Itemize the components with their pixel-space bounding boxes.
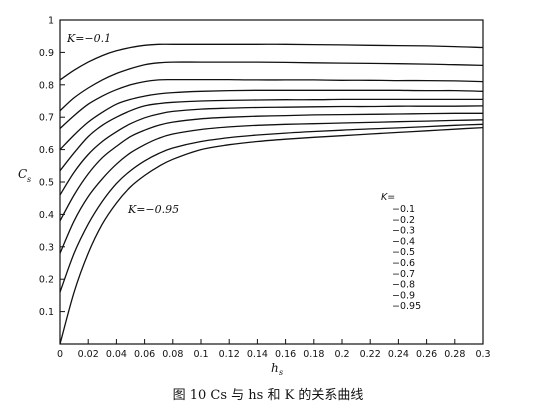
- curve-kminus-03: [59, 78, 484, 129]
- y-tick-label: 0.5: [39, 178, 54, 189]
- legend-item: −0.4: [392, 236, 415, 247]
- curve-kminus-095: [59, 126, 484, 345]
- y-tick-label: 0.7: [39, 113, 54, 124]
- y-axis-label: C: [18, 167, 27, 181]
- legend-item: −0.7: [392, 269, 415, 280]
- x-tick-label: 0.04: [106, 349, 127, 360]
- legend-item: −0.8: [392, 280, 415, 291]
- legend-item: −0.3: [392, 226, 415, 237]
- x-tick-label: 0: [57, 349, 63, 360]
- y-axis-ticks: 0.1 0.2 0.3 0.4 0.5 0.6 0.7 0.8 0.9 1: [39, 16, 65, 318]
- x-tick-label: 0.14: [247, 349, 268, 360]
- curve-kminus-06: [59, 105, 484, 196]
- legend-item: −0.95: [392, 301, 421, 312]
- y-tick-label: 0.8: [39, 80, 54, 91]
- x-tick-label: 0.06: [134, 349, 155, 360]
- y-tick-label: 0.3: [39, 242, 54, 253]
- x-tick-label: 0.24: [388, 349, 409, 360]
- x-tick-label: 0.3: [475, 349, 490, 360]
- legend-item: −0.5: [392, 247, 415, 258]
- x-tick-label: 0.28: [444, 349, 465, 360]
- curve-kminus-09: [59, 123, 484, 293]
- curve-kminus-04: [59, 89, 484, 151]
- curve-kminus-01: [59, 43, 484, 81]
- y-axis-label-sub: s: [27, 175, 31, 184]
- curve-kminus-07: [59, 112, 483, 222]
- x-tick-label: 0.26: [416, 349, 437, 360]
- curve-kminus-08: [59, 119, 484, 254]
- x-tick-label: 0.16: [275, 349, 296, 360]
- curve-kminus-02: [59, 61, 484, 112]
- x-tick-label: 0.12: [219, 349, 240, 360]
- legend: −0.1−0.2−0.3−0.4−0.5−0.6−0.7−0.8−0.9−0.9…: [392, 204, 421, 312]
- x-tick-label: 0.2: [334, 349, 349, 360]
- x-tick-label: 0.1: [193, 349, 208, 360]
- x-axis-label: h: [271, 361, 279, 375]
- curve-kminus-05: [59, 98, 483, 172]
- figure-caption: 图 10 Cs 与 hs 和 K 的关系曲线: [172, 388, 364, 403]
- annotation-bottom: K=−0.95: [127, 203, 179, 216]
- x-axis-ticks: 0 0.02 0.04 0.06 0.08 0.1 0.12 0.14 0.16 0.18 0.2 0…: [57, 339, 491, 360]
- y-tick-label: 1: [48, 16, 54, 27]
- y-tick-label: 0.6: [39, 145, 54, 156]
- x-tick-label: 0.08: [162, 349, 183, 360]
- legend-item: −0.2: [392, 215, 415, 226]
- curves: [59, 43, 484, 345]
- x-axis-label-sub: s: [279, 368, 283, 377]
- legend-item: −0.9: [392, 290, 415, 301]
- y-tick-label: 0.1: [39, 307, 54, 318]
- plot-frame: [59, 19, 484, 345]
- legend-item: −0.6: [392, 258, 415, 269]
- legend-title: K=: [381, 192, 395, 203]
- annotation-top: K=−0.1: [66, 32, 111, 45]
- legend-item: −0.1: [392, 204, 415, 215]
- y-tick-label: 0.4: [39, 210, 54, 221]
- y-tick-label: 0.9: [39, 48, 54, 59]
- y-tick-label: 0.2: [39, 275, 54, 286]
- x-tick-label: 0.02: [78, 349, 99, 360]
- x-tick-label: 0.22: [360, 349, 381, 360]
- x-tick-label: 0.18: [303, 349, 324, 360]
